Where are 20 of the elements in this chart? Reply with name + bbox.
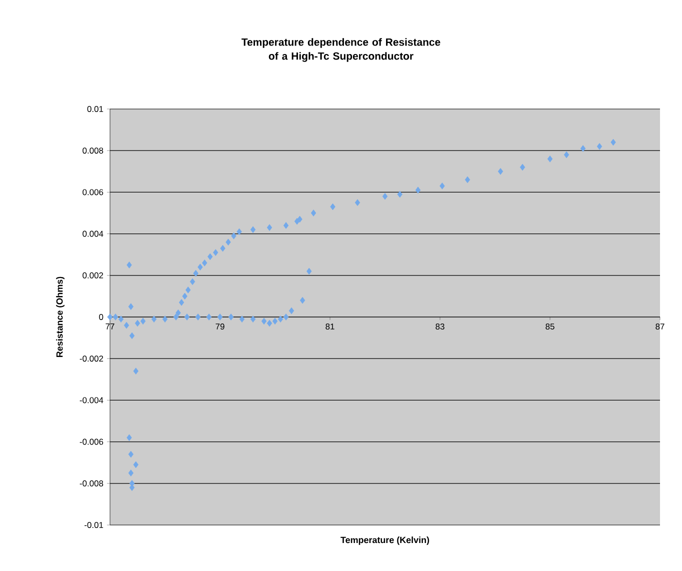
y-tick-label: 0.002 xyxy=(82,272,104,278)
x-tick-label: 77 xyxy=(106,324,114,330)
x-tick-label: 79 xyxy=(216,324,224,330)
y-tick-label: -0.008 xyxy=(80,480,104,486)
x-tick-label: 87 xyxy=(656,324,664,330)
y-tick-label: -0.01 xyxy=(84,522,104,528)
x-tick-label: 81 xyxy=(326,324,334,330)
y-tick-label: 0.008 xyxy=(82,148,104,154)
y-tick-label: -0.002 xyxy=(80,356,104,362)
y-tick-label: -0.004 xyxy=(80,397,104,404)
x-tick-label: 85 xyxy=(546,324,554,330)
y-tick-label: 0 xyxy=(99,314,104,320)
y-tick-label: 0.004 xyxy=(82,230,104,237)
y-tick-label: 0.01 xyxy=(87,106,104,112)
y-axis-title: Resistance (Ohms) xyxy=(56,276,64,358)
y-tick-label: 0.006 xyxy=(82,189,104,196)
y-tick-label: -0.006 xyxy=(80,438,104,445)
x-tick-label: 83 xyxy=(436,324,444,330)
chart-title: Temperature dependence of Resistance of a High-Tc Superconductor xyxy=(242,38,440,62)
x-axis-title: Temperature (Kelvin) xyxy=(340,536,430,545)
